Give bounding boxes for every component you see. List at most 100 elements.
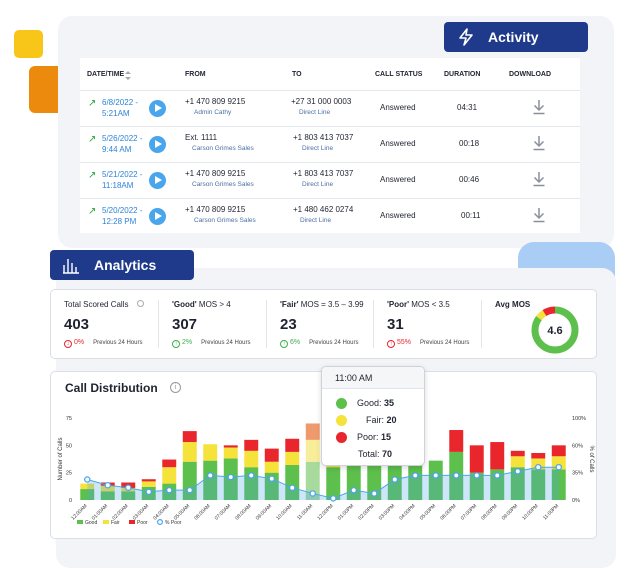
row-time: 9:44 AM — [102, 145, 132, 154]
row-duration: 00:11 — [461, 211, 481, 220]
download-icon[interactable] — [532, 207, 546, 223]
stat-delta-period: Previous 24 Hours — [201, 340, 251, 346]
x-tick-label: 05:00AM — [173, 503, 191, 521]
bar-good — [203, 460, 218, 500]
row-datetime[interactable]: 5/21/2022 - 11:18AM — [102, 169, 152, 191]
row-to-name: Direct Line — [302, 181, 334, 188]
bar-good — [285, 465, 300, 500]
stat-value: 23 — [280, 316, 297, 333]
download-icon[interactable] — [532, 99, 546, 115]
download-icon[interactable] — [532, 171, 546, 187]
x-tick-label: 10:00AM — [275, 503, 293, 521]
stat-delta-period: Previous 24 Hours — [309, 340, 359, 346]
stat-value: 31 — [387, 316, 404, 333]
row-status: Answered — [380, 175, 416, 184]
play-button[interactable] — [149, 136, 166, 153]
avg-mos-donut: 4.6 — [531, 306, 579, 354]
x-tick-label: 04:00PM — [398, 503, 416, 521]
row-duration: 04:31 — [457, 103, 478, 112]
bar-fair — [203, 444, 218, 461]
stat-title-bold: 'Good' — [172, 300, 197, 309]
pct-point — [473, 472, 480, 479]
play-button[interactable] — [149, 172, 166, 189]
tooltip-total-value: 70 — [382, 449, 393, 459]
stat-title: 'Poor' MOS < 3.5 — [387, 300, 450, 309]
row-from-name: Carson Grimes Sales — [192, 181, 254, 188]
row-datetime[interactable]: 6/8/2022 - 5:21AM — [102, 97, 152, 119]
decor-yellow-square — [14, 30, 43, 58]
outgoing-arrow-icon: ↗ — [88, 206, 97, 217]
info-icon[interactable]: i — [170, 382, 181, 393]
row-datetime[interactable]: 5/26/2022 - 9:44 AM — [102, 133, 152, 155]
bar-fair — [551, 456, 566, 470]
stat-title-bold: 'Fair' — [280, 300, 299, 309]
info-icon[interactable] — [136, 300, 144, 307]
row-from: +1 470 809 9215 — [185, 97, 246, 106]
bar-good — [408, 458, 423, 500]
bar-good — [121, 491, 136, 500]
chart-tooltip: 11:00 AM Good: 35 Fair: 20 Poor: 15 Tota… — [321, 366, 425, 466]
row-datetime[interactable]: 5/20/2022 - 12:28 PM — [102, 205, 152, 227]
table-row[interactable]: ↗ 6/8/2022 - 5:21AM +1 470 809 9215 Admin… — [80, 90, 580, 124]
stat-title-text: Total Scored Calls — [64, 300, 129, 309]
col-to: TO — [292, 71, 302, 78]
pct-point — [350, 486, 357, 494]
col-status: CALL STATUS — [375, 71, 423, 78]
divider — [266, 300, 267, 348]
row-to-name: Direct Line — [299, 109, 331, 116]
activity-header: Activity — [444, 22, 588, 52]
divider — [158, 300, 159, 348]
x-tick-label: 08:00PM — [480, 503, 498, 521]
stat-title: 'Fair' MOS = 3.5 – 3.99 — [280, 300, 364, 309]
bar-fair — [141, 481, 156, 487]
x-tick-label: 01:00AM — [91, 503, 109, 521]
stat-title: 'Good' MOS > 4 — [172, 300, 231, 309]
call-distribution-chart: Number of Calls % of Calls 75 50 25 0 100% 60% 3… — [58, 416, 594, 526]
table-row[interactable]: ↗ 5/21/2022 - 11:18AM +1 470 809 9215 Car… — [80, 162, 580, 196]
bar-good — [490, 469, 505, 500]
row-from: +1 470 809 9215 — [185, 205, 246, 214]
row-status: Answered — [380, 139, 416, 148]
row-date: 5/20/2022 - — [102, 206, 143, 215]
row-status: Answered — [380, 103, 416, 112]
tooltip-fair: Fair: 20 — [366, 415, 397, 425]
x-tick-label: 12:00PM — [316, 503, 334, 521]
stat-value: 307 — [172, 316, 198, 333]
table-row[interactable]: ↗ 5/26/2022 - 9:44 AM Ext. 1111 Carson Gr… — [80, 126, 580, 160]
x-tick-label: 01:00PM — [337, 503, 355, 521]
sort-icon[interactable] — [125, 71, 131, 80]
x-tick-label: 12:00AM — [70, 503, 88, 521]
stat-value: 403 — [64, 316, 90, 333]
bar-fair — [182, 442, 197, 462]
avg-mos-title: Avg MOS — [495, 300, 531, 309]
pct-point — [268, 475, 275, 482]
analytics-title: Analytics — [94, 257, 157, 273]
play-button[interactable] — [149, 100, 166, 117]
up-circle-icon: ↑ — [387, 340, 395, 348]
tooltip-total: Total: 70 — [358, 449, 392, 459]
play-button[interactable] — [149, 208, 166, 225]
legend-label: Poor — [137, 520, 148, 526]
y-tick-label: 25 — [66, 471, 72, 477]
row-duration: 00:46 — [459, 175, 480, 184]
pct-point — [534, 463, 542, 471]
table-row[interactable]: ↗ 5/20/2022 - 12:28 PM +1 470 809 9215 Ca… — [80, 198, 580, 232]
tooltip-time: 11:00 AM — [322, 367, 424, 389]
bar-poor — [285, 438, 300, 452]
bar-fair — [285, 451, 300, 466]
bar-poor — [510, 450, 525, 457]
col-datetime[interactable]: DATE/TIME — [87, 71, 125, 78]
stat-delta: ↑ 2% Previous 24 Hours — [172, 339, 250, 348]
row-to: +27 31 000 0003 — [291, 97, 352, 106]
analytics-header: Analytics — [50, 250, 194, 280]
bar-good — [469, 472, 484, 500]
stat-title-bold: 'Poor' — [387, 300, 410, 309]
stat-delta-value: 2% — [182, 339, 193, 346]
avg-mos-value: 4.6 — [547, 325, 562, 337]
pct-point — [329, 495, 337, 502]
bar-good — [428, 460, 443, 500]
stat-title-text: MOS = 3.5 – 3.99 — [298, 300, 364, 309]
download-icon[interactable] — [532, 135, 546, 151]
legend-label: Good — [85, 520, 97, 526]
pct-point — [555, 463, 562, 471]
